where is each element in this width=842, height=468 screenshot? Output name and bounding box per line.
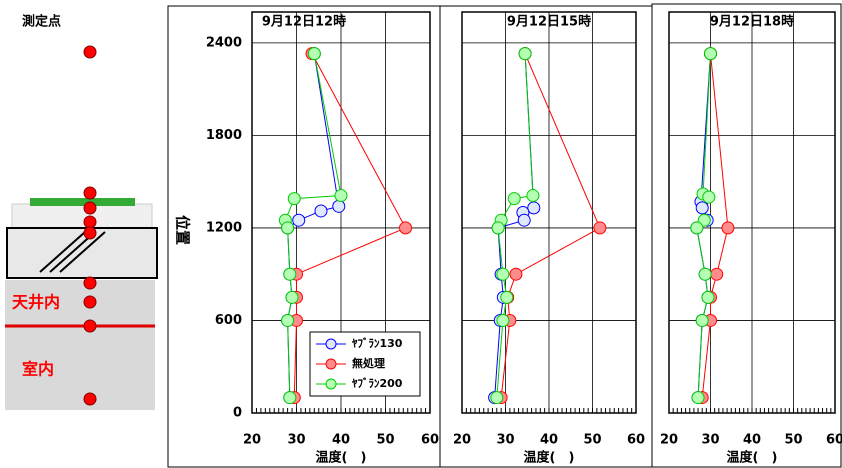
x-axis-label: 温度( ) bbox=[524, 450, 575, 466]
point bbox=[83, 186, 97, 200]
marker bbox=[698, 267, 712, 281]
legend-label: ﾔﾌﾞﾗﾝ130 bbox=[352, 336, 403, 350]
marker bbox=[491, 221, 505, 235]
series-line bbox=[701, 53, 729, 398]
point bbox=[83, 201, 97, 215]
series-line bbox=[293, 53, 407, 398]
zone-label: 天井内 bbox=[12, 293, 60, 312]
marker bbox=[283, 391, 297, 405]
panel-frame bbox=[651, 3, 842, 468]
marker bbox=[283, 267, 297, 281]
marker bbox=[399, 221, 413, 235]
marker bbox=[314, 204, 328, 218]
legend-label: 無処理 bbox=[352, 356, 385, 370]
legend-marker bbox=[325, 358, 337, 370]
marker bbox=[281, 221, 295, 235]
marker bbox=[332, 199, 346, 213]
marker bbox=[307, 47, 321, 61]
y-tick-label: 0 bbox=[233, 406, 242, 421]
x-axis-label: 温度( ) bbox=[727, 450, 778, 466]
x-tick-label: 60 bbox=[627, 433, 645, 448]
marker bbox=[710, 267, 724, 281]
zone-label: 室内 bbox=[22, 360, 54, 379]
box bbox=[11, 203, 153, 231]
point bbox=[83, 215, 97, 229]
marker bbox=[593, 221, 607, 235]
panel-frame bbox=[167, 5, 441, 468]
point bbox=[83, 45, 97, 59]
plants bbox=[30, 198, 135, 206]
y-tick-label: 1800 bbox=[206, 128, 242, 143]
marker bbox=[285, 290, 299, 304]
points bbox=[83, 45, 97, 406]
marker bbox=[721, 221, 735, 235]
point bbox=[83, 226, 97, 240]
marker bbox=[701, 290, 715, 304]
y-tick-label: 2400 bbox=[206, 35, 242, 50]
marker bbox=[500, 290, 514, 304]
x-tick-label: 40 bbox=[743, 433, 761, 448]
marker bbox=[704, 47, 717, 61]
marker bbox=[691, 391, 705, 405]
marker bbox=[517, 213, 531, 227]
marker bbox=[496, 267, 510, 281]
x-tick-label: 30 bbox=[287, 433, 305, 448]
x-tick-label: 20 bbox=[453, 433, 471, 448]
point bbox=[83, 319, 97, 333]
marker bbox=[509, 267, 523, 281]
panel-frame bbox=[439, 5, 653, 468]
marker bbox=[702, 190, 716, 204]
marker bbox=[334, 189, 348, 203]
x-tick-label: 30 bbox=[496, 433, 514, 448]
point bbox=[83, 295, 97, 309]
x-tick-label: 60 bbox=[421, 433, 439, 448]
x-tick-label: 40 bbox=[332, 433, 350, 448]
marker bbox=[292, 213, 306, 227]
point bbox=[83, 392, 97, 406]
hatch bbox=[39, 231, 86, 273]
marker bbox=[695, 201, 709, 215]
legend-marker bbox=[325, 378, 337, 390]
chart-title: 9月12日12時 bbox=[262, 14, 346, 30]
x-tick-label: 20 bbox=[660, 433, 678, 448]
x-tick-label: 40 bbox=[540, 433, 558, 448]
y-tick-label: 1200 bbox=[206, 220, 242, 235]
legend-marker bbox=[325, 338, 337, 350]
point bbox=[83, 276, 97, 290]
room bbox=[5, 280, 155, 410]
marker bbox=[526, 189, 540, 203]
marker bbox=[690, 221, 704, 235]
marker bbox=[490, 391, 504, 405]
y-axis-label: 位置 bbox=[174, 215, 192, 245]
diagram-title: 測定点 bbox=[22, 14, 61, 30]
hatch bbox=[59, 231, 106, 273]
x-tick-label: 50 bbox=[784, 433, 802, 448]
marker bbox=[527, 201, 541, 215]
marker bbox=[518, 47, 532, 61]
x-tick-label: 30 bbox=[701, 433, 719, 448]
x-tick-label: 20 bbox=[243, 433, 261, 448]
series-line bbox=[500, 53, 601, 398]
x-tick-label: 50 bbox=[376, 433, 394, 448]
marker bbox=[507, 192, 521, 206]
marker bbox=[281, 313, 295, 327]
diagram: 測定点 天井内 室内 bbox=[5, 14, 158, 410]
marker bbox=[496, 313, 510, 327]
y-tick-label: 600 bbox=[215, 313, 242, 328]
marker bbox=[695, 313, 709, 327]
legend-label: ﾔﾌﾞﾗﾝ200 bbox=[352, 376, 403, 390]
x-tick-label: 60 bbox=[826, 433, 842, 448]
marker bbox=[287, 192, 301, 206]
x-axis-label: 温度( ) bbox=[316, 450, 367, 466]
x-tick-label: 50 bbox=[583, 433, 601, 448]
